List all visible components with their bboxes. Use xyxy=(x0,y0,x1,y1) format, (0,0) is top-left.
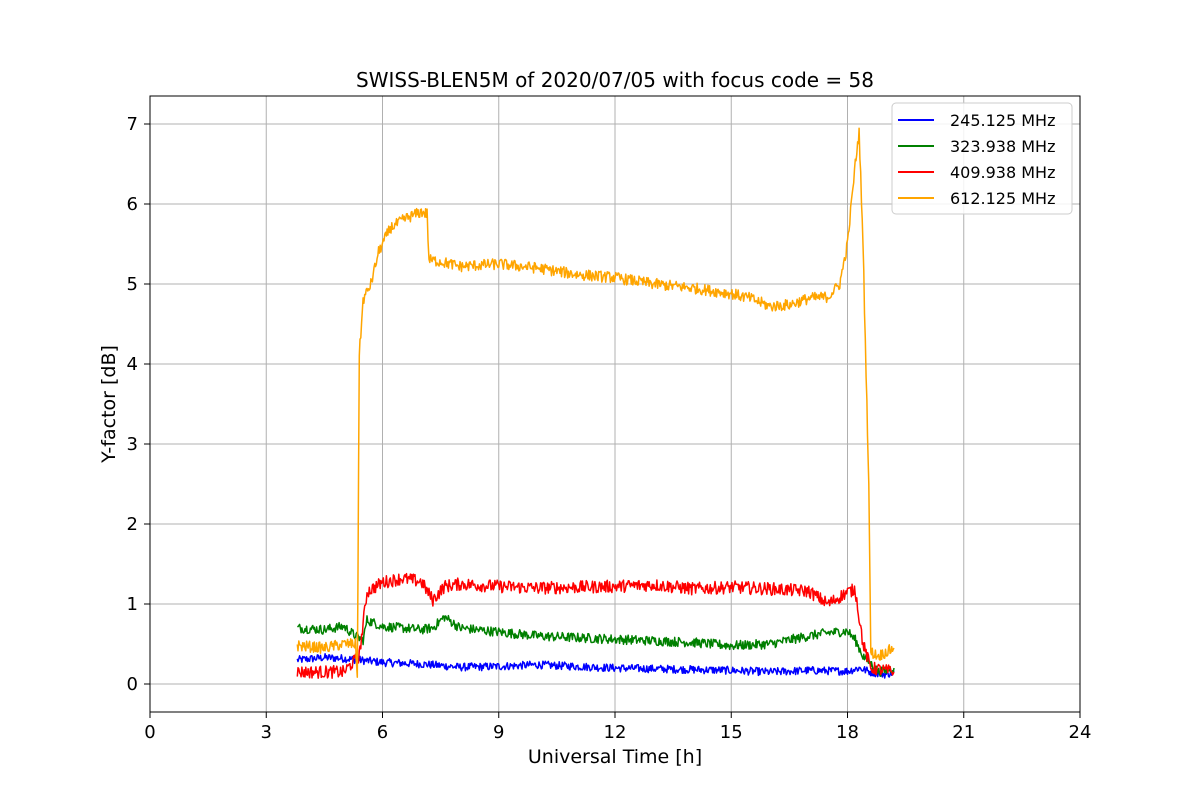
series-line-3 xyxy=(296,127,895,678)
legend-label-1: 323.938 MHz xyxy=(950,137,1055,156)
y-tick-label: 0 xyxy=(127,674,138,695)
y-tick-label: 6 xyxy=(127,194,138,215)
legend-label-3: 612.125 MHz xyxy=(950,189,1055,208)
legend: 245.125 MHz 323.938 MHz 409.938 MHz 612.125… xyxy=(891,102,1073,215)
legend-label-0: 245.125 MHz xyxy=(950,111,1055,130)
y-tick-label: 2 xyxy=(127,514,138,535)
y-tick-label: 7 xyxy=(127,114,138,135)
series-line-0 xyxy=(296,653,895,679)
series-line-2 xyxy=(296,572,895,679)
y-axis-label: Y-factor [dB] xyxy=(98,345,120,464)
x-axis-label: Universal Time [h] xyxy=(528,746,702,768)
x-tick-label: 6 xyxy=(377,722,388,743)
series-lines xyxy=(296,127,895,679)
chart-title: SWISS-BLEN5M of 2020/07/05 with focus co… xyxy=(356,68,874,92)
y-tick-label: 5 xyxy=(127,274,138,295)
x-tick-label: 18 xyxy=(836,722,859,743)
legend-box xyxy=(891,102,1073,215)
series-line-1 xyxy=(297,614,895,677)
x-tick-label: 9 xyxy=(493,722,504,743)
x-tick-label: 15 xyxy=(720,722,743,743)
x-tick-label: 12 xyxy=(604,722,627,743)
y-tick-label: 3 xyxy=(127,434,138,455)
y-tick-label: 4 xyxy=(127,354,138,375)
legend-label-2: 409.938 MHz xyxy=(950,163,1055,182)
x-tick-label: 24 xyxy=(1069,722,1092,743)
x-tick-label: 21 xyxy=(952,722,975,743)
y-tick-label: 1 xyxy=(127,594,138,615)
x-tick-label: 3 xyxy=(261,722,272,743)
x-tick-label: 0 xyxy=(144,722,155,743)
